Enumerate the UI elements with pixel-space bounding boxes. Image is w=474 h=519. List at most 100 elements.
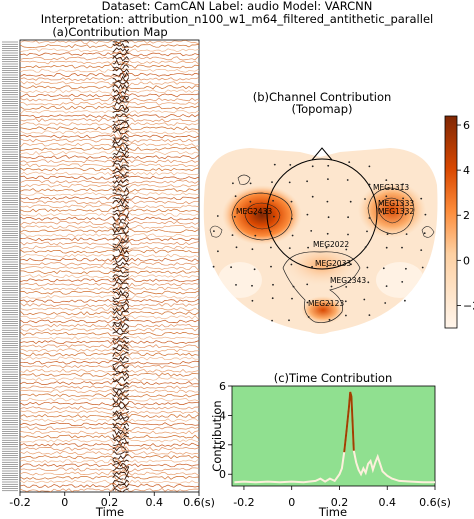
contribution-trace-peak <box>112 178 129 184</box>
contribution-trace <box>20 320 199 330</box>
sensor-dot <box>382 267 385 270</box>
map-xtick-label: -0.2 <box>9 496 30 509</box>
topomap-contour-left <box>231 192 293 241</box>
topomap-colorbar: 6 4 2 0 −2 <box>444 115 474 329</box>
sensor-dot <box>349 200 352 203</box>
contribution-trace <box>20 113 199 119</box>
contribution-trace-peak <box>112 425 130 432</box>
line-ytick-label: 2 <box>219 439 226 452</box>
sensor-dot <box>270 265 272 268</box>
sensor-dot <box>364 198 366 200</box>
contribution-trace-peak <box>112 302 130 308</box>
sensor-dot <box>249 200 252 203</box>
sensor-dot <box>364 246 367 249</box>
sensor-dot <box>366 230 368 233</box>
contribution-trace <box>20 418 199 425</box>
sensor-dot <box>423 232 426 235</box>
topomap-contour-right-inner <box>377 197 405 224</box>
time-contribution-peak-line <box>343 391 355 453</box>
contribution-trace <box>20 239 199 248</box>
sensor-dot <box>402 197 404 200</box>
topomap-contour-side-right <box>421 226 435 238</box>
contribution-trace <box>20 70 199 78</box>
contribution-trace-peak <box>112 192 130 197</box>
contribution-trace-peak <box>112 400 130 408</box>
contribution-trace <box>20 382 199 390</box>
contribution-trace <box>20 260 199 270</box>
sensor-dot <box>402 183 404 186</box>
contribution-trace-peak <box>112 100 129 107</box>
sensor-dot <box>289 164 292 166</box>
contribution-trace-peak <box>112 327 129 333</box>
figure-title-interpretation: Interpretation: attribution_n100_w1_m64_… <box>41 12 433 26</box>
topomap-blob-occipital <box>301 296 345 324</box>
contribution-trace <box>20 280 199 291</box>
topomap-nose <box>311 147 333 161</box>
sensor-dot <box>405 233 408 236</box>
contribution-trace <box>20 132 199 140</box>
sensor-dot <box>288 319 290 322</box>
colorbar-tick-label: 6 <box>463 119 470 132</box>
contribution-trace-peak <box>112 109 130 114</box>
sensor-dot <box>306 301 309 304</box>
sensor-label-meg2033: MEG2033 <box>315 259 351 268</box>
sensor-dot <box>401 246 403 249</box>
map-xtick-label: 0.4 <box>146 496 164 509</box>
contribution-trace <box>20 375 199 382</box>
contribution-trace-peak <box>112 355 129 361</box>
contribution-trace <box>20 197 199 207</box>
contribution-trace <box>20 233 199 240</box>
contribution-trace-peak <box>112 80 130 85</box>
contribution-trace-peak <box>112 51 129 58</box>
contribution-trace <box>20 294 199 299</box>
contribution-trace-peak <box>112 137 129 144</box>
contribution-trace-peak <box>112 216 129 222</box>
sensor-dot <box>328 318 331 321</box>
sensor-dot <box>386 233 389 236</box>
sensor-dot <box>290 200 293 203</box>
line-xtick-label: 0.4 <box>378 496 396 509</box>
contribution-trace-peak <box>112 265 129 271</box>
contribution-trace <box>20 456 199 467</box>
sensor-dot <box>327 216 330 219</box>
contribution-trace-peak <box>112 289 130 296</box>
sensor-dot <box>328 302 331 305</box>
sensor-dot <box>346 179 349 181</box>
sensor-dot <box>326 265 328 268</box>
sensor-dot <box>368 217 371 219</box>
contribution-trace <box>20 157 199 165</box>
contribution-trace-peak <box>112 40 130 45</box>
topomap-head-circle <box>266 158 378 270</box>
contribution-trace-peak <box>112 47 130 53</box>
sensor-dot <box>272 199 274 202</box>
sensor-dot <box>310 230 313 232</box>
sensor-dot <box>345 314 347 317</box>
sensor-dot <box>306 283 309 286</box>
contribution-trace <box>20 478 199 488</box>
channel-label-strip <box>2 41 18 492</box>
line-xtick-label: -0.2 <box>233 496 254 509</box>
contribution-trace <box>20 186 199 193</box>
contribution-trace-peak <box>112 416 130 422</box>
contribution-trace <box>20 284 199 292</box>
contribution-trace <box>20 395 199 402</box>
contribution-trace <box>20 335 199 343</box>
contribution-trace-peak <box>112 331 130 335</box>
contribution-trace-peak <box>112 483 130 488</box>
contribution-trace-peak <box>112 434 129 440</box>
sensor-dot <box>216 215 219 217</box>
map-xtick-label: 0.2 <box>101 496 119 509</box>
contribution-trace <box>20 48 199 56</box>
sensor-dot <box>347 233 349 236</box>
contribution-trace-peak <box>112 380 129 386</box>
contribution-trace <box>20 445 199 453</box>
contribution-trace-peak <box>112 166 129 172</box>
contribution-map-title: (a)Contribution Map <box>52 25 167 39</box>
colorbar-tick-label: 0 <box>463 254 470 267</box>
contribution-trace <box>20 453 199 462</box>
sensor-dot <box>270 246 272 249</box>
sensor-dot <box>291 234 294 237</box>
contribution-trace-peak <box>112 253 129 258</box>
contribution-map-traces <box>20 40 199 492</box>
topomap-blob-lower-left <box>218 262 262 298</box>
